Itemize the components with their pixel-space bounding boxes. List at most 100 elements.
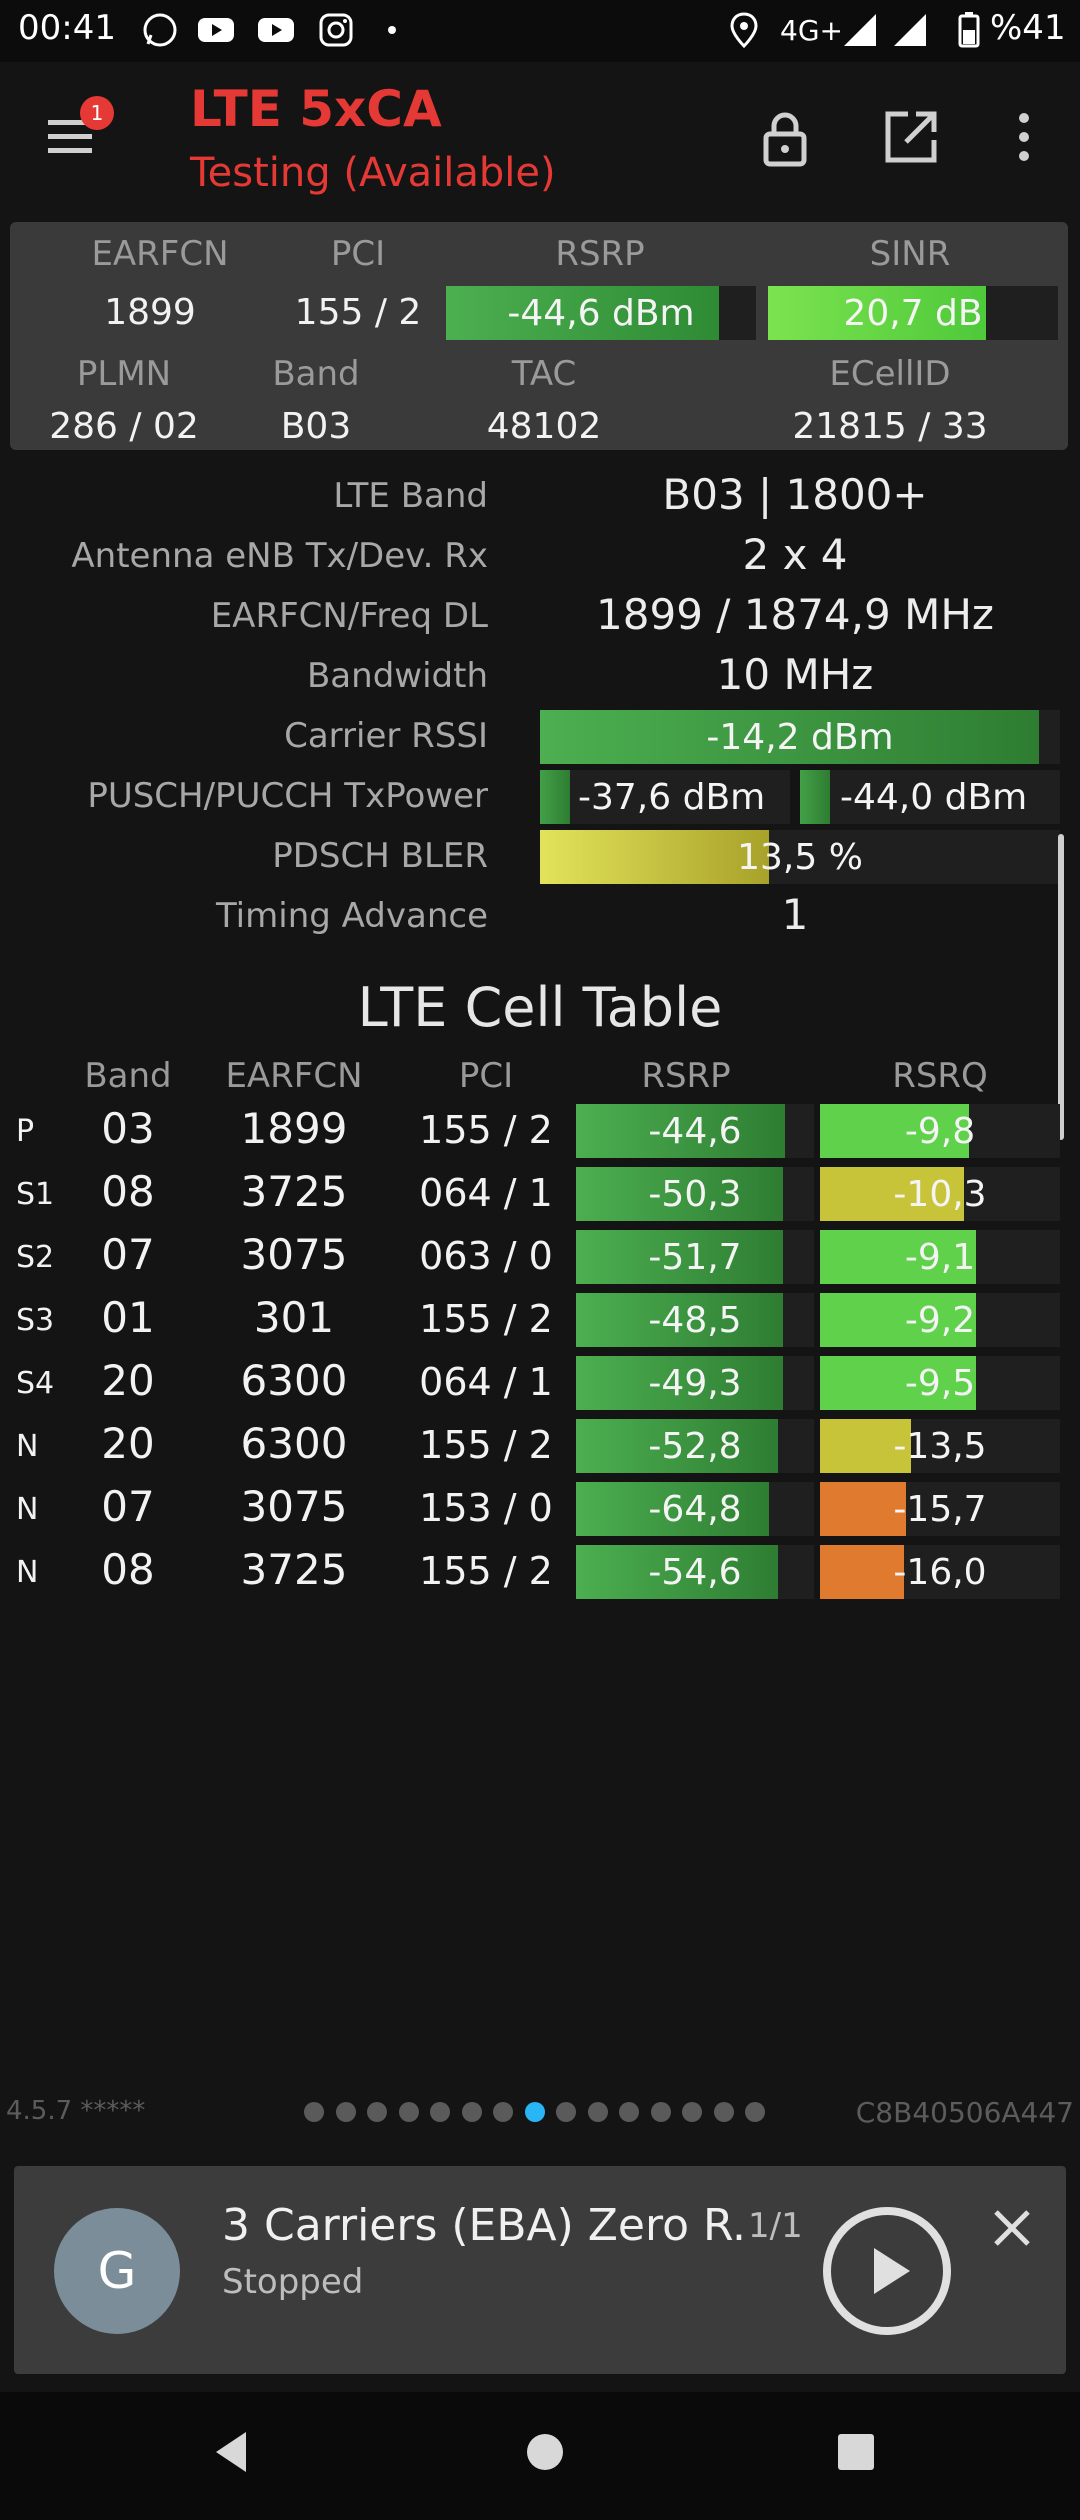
page-dot[interactable]	[556, 2102, 576, 2122]
lte-band-value: B03 | 1800+	[662, 470, 928, 519]
cell-band: 07	[101, 1482, 155, 1531]
cell-earfcn: 3075	[240, 1230, 348, 1279]
page-dot[interactable]	[619, 2102, 639, 2122]
summary-rsrp-fill	[446, 286, 719, 340]
pucch-txpower-value: -44,0 dBm	[840, 776, 1028, 818]
cell-pci: 063 / 0	[419, 1234, 553, 1278]
summary-ecellid-value: 21815 / 33	[792, 406, 988, 447]
summary-tac-value: 48102	[486, 406, 602, 447]
cell-type: N	[16, 1492, 39, 1527]
cell-pci: 155 / 2	[419, 1423, 553, 1467]
cell-earfcn: 3075	[240, 1482, 348, 1531]
page-dot[interactable]	[430, 2102, 450, 2122]
cell-earfcn: 3725	[240, 1167, 348, 1216]
more-vert-icon	[1019, 113, 1029, 161]
summary-band-value: B03	[280, 406, 352, 447]
cell-earfcn: 3725	[240, 1545, 348, 1594]
page-dot[interactable]	[304, 2102, 324, 2122]
summary-header-band: Band	[272, 354, 360, 394]
lock-button[interactable]	[752, 104, 818, 170]
cell-earfcn: 6300	[240, 1356, 348, 1405]
page-dot[interactable]	[745, 2102, 765, 2122]
page-dot[interactable]	[367, 2102, 387, 2122]
pusch-txpower-value: -37,6 dBm	[578, 776, 766, 818]
timing-advance-value: 1	[781, 890, 809, 939]
play-button[interactable]	[820, 2204, 954, 2338]
cell-rsrp-fill	[576, 1167, 783, 1221]
playback-status: Stopped	[222, 2262, 364, 2302]
cell-rsrq-fill	[820, 1104, 969, 1158]
cell-band: 03	[101, 1104, 155, 1153]
cell-earfcn: 301	[253, 1293, 335, 1342]
pucch-txpower-fill	[800, 770, 830, 824]
pdsch-bler-value: 13,5 %	[737, 836, 863, 878]
cell-type: S3	[16, 1303, 55, 1338]
page-dot[interactable]	[588, 2102, 608, 2122]
cell-band: 08	[101, 1545, 155, 1594]
antenna-value: 2 x 4	[742, 530, 848, 579]
cell-rsrp-bar: -52,8	[576, 1419, 814, 1473]
cell-type: S4	[16, 1366, 55, 1401]
page-dot[interactable]	[682, 2102, 702, 2122]
page-dot[interactable]	[714, 2102, 734, 2122]
battery-icon	[958, 12, 980, 48]
summary-earfcn-value: 1899	[104, 292, 196, 333]
summary-header-tac: TAC	[511, 354, 577, 394]
pucch-txpower-bar: -44,0 dBm	[800, 770, 1060, 824]
cell-rsrq-fill	[820, 1230, 976, 1284]
cell-rsrp-fill	[576, 1104, 785, 1158]
page-dot[interactable]	[399, 2102, 419, 2122]
page-dot[interactable]	[493, 2102, 513, 2122]
cell-rsrq-bar: -9,1	[820, 1230, 1060, 1284]
cell-earfcn: 1899	[240, 1104, 348, 1153]
earfcn-freq-value: 1899 / 1874,9 MHz	[596, 590, 994, 639]
dismiss-button[interactable]	[982, 2198, 1042, 2258]
cell-rsrp-fill	[576, 1545, 778, 1599]
summary-header-pci: PCI	[330, 234, 386, 274]
open-in-new-icon	[885, 111, 937, 163]
back-triangle-icon	[216, 2432, 246, 2472]
device-id: C8B40506A447	[855, 2096, 1074, 2129]
open-external-button[interactable]	[878, 104, 944, 170]
cell-rsrp-fill	[576, 1293, 783, 1347]
notification-badge: 1	[80, 96, 114, 130]
status-bar: 00:41 4G+ %41	[0, 0, 1080, 62]
bandwidth-label: Bandwidth	[306, 656, 488, 696]
back-button[interactable]	[206, 2422, 256, 2482]
page-dot[interactable]	[336, 2102, 356, 2122]
cell-rsrp-bar: -44,6	[576, 1104, 814, 1158]
cell-pci: 155 / 2	[419, 1549, 553, 1593]
table-header-earfcn: EARFCN	[225, 1056, 363, 1096]
home-button[interactable]	[520, 2424, 570, 2480]
signal-icon	[844, 14, 876, 46]
cell-rsrq-fill	[820, 1482, 906, 1536]
cell-type: S2	[16, 1240, 55, 1275]
table-header-rsrq: RSRQ	[892, 1056, 988, 1096]
summary-rsrp-bar: -44,6 dBm	[446, 286, 756, 340]
summary-plmn-value: 286 / 02	[49, 406, 199, 447]
page-dot[interactable]	[651, 2102, 671, 2122]
cell-pci: 155 / 2	[419, 1297, 553, 1341]
cell-rsrp-bar: -49,3	[576, 1356, 814, 1410]
summary-sinr-value: 20,7 dB	[843, 292, 983, 334]
cell-rsrp-fill	[576, 1419, 778, 1473]
summary-sinr-bar: 20,7 dB	[768, 286, 1058, 340]
scrollbar[interactable]	[1058, 834, 1064, 1140]
app-version: 4.5.7 *****	[6, 2096, 146, 2126]
cell-band: 01	[101, 1293, 155, 1342]
cell-band: 07	[101, 1230, 155, 1279]
page-dot[interactable]	[525, 2102, 545, 2122]
signal-icon	[894, 14, 926, 46]
page-dot[interactable]	[462, 2102, 482, 2122]
instagram-icon	[319, 13, 353, 47]
cell-rsrp-value: -64,8	[648, 1488, 742, 1530]
battery-level: %41	[990, 8, 1066, 48]
cell-rsrp-value: -52,8	[648, 1425, 742, 1467]
overflow-menu-button[interactable]	[1004, 104, 1044, 170]
carrier-rssi-label: Carrier RSSI	[284, 716, 488, 756]
recents-button[interactable]	[830, 2424, 880, 2480]
menu-button[interactable]: 1	[40, 96, 114, 164]
cell-rsrq-bar: -15,7	[820, 1482, 1060, 1536]
playback-title: 3 Carriers (EBA) Zero R...	[222, 2200, 742, 2251]
cell-pci: 064 / 1	[419, 1171, 553, 1215]
